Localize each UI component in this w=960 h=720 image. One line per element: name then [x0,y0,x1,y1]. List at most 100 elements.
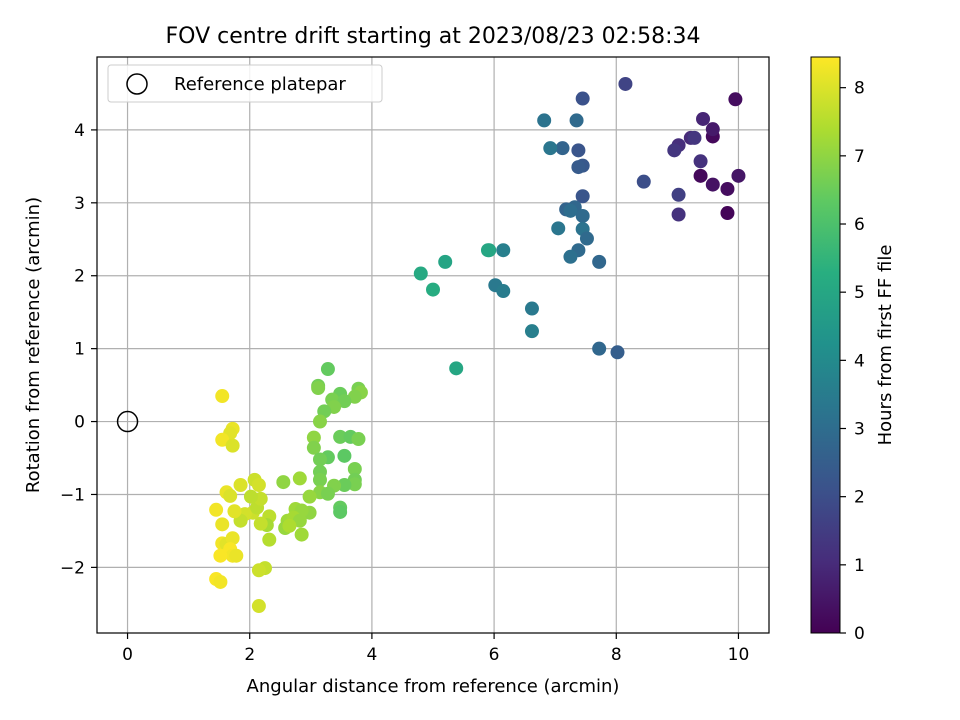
legend-reference-marker [126,73,148,95]
y-tick-label: 4 [74,121,85,141]
scatter-point [720,181,735,196]
scatter-point [426,282,440,297]
colorbar-tick-label: 1 [854,556,865,576]
scatter-point [720,206,735,221]
scatter-point [571,160,586,175]
scatter-point [253,516,268,531]
y-tick-label: −2 [60,558,85,578]
y-tick-label: 0 [74,413,85,433]
scatter-point [243,489,258,504]
y-axis-label: Rotation from reference (arcmin) [23,197,44,493]
scatter-point [524,301,539,316]
scatter-point [223,488,238,503]
scatter-point [571,143,586,158]
scatter-point [496,243,511,258]
scatter-point [636,174,651,189]
gridlines [97,57,769,633]
scatter-point [413,266,428,281]
scatter-point [302,489,317,504]
scatter-point [543,141,558,156]
colorbar [810,56,841,634]
scatter-point [438,254,453,269]
legend-entry-reference: Reference platepar [174,74,346,95]
scatter-point [551,221,566,236]
scatter-point [213,574,228,589]
y-tick-label: −1 [60,485,85,505]
scatter-point [449,361,464,376]
scatter-point [333,504,348,519]
x-tick-label: 6 [489,645,500,665]
scatter-point [347,477,362,492]
scatter-point [294,527,309,542]
legend: Reference platepar [107,64,383,103]
y-tick-label: 3 [74,194,85,214]
plot-frame [96,56,770,634]
scatter-point [555,141,570,156]
scatter-point [524,324,539,339]
y-axis-ticks: −2 −1 0 1 2 3 4 [60,121,97,578]
scatter-point [312,452,327,467]
scatter-point [480,243,495,258]
scatter-point [312,414,327,429]
scatter-point [251,599,266,614]
scatter-point [262,532,277,547]
colorbar-tick-label: 6 [854,215,865,235]
scatter-point [320,486,335,501]
scatter-point [312,472,327,487]
scatter-point [311,381,326,396]
scatter-point [347,461,362,476]
scatter-point [209,502,224,517]
scatter-point [705,122,720,137]
y-tick-label: 1 [74,340,85,360]
scatter-point [537,113,552,128]
reference-marker [116,410,139,433]
legend-box [107,64,383,103]
scatter-point [337,448,352,463]
x-tick-label: 0 [122,645,133,665]
scatter-point [671,207,686,222]
x-axis-ticks: 0 2 4 6 8 10 [122,633,749,665]
scatter-point [282,518,297,533]
x-tick-label: 8 [611,645,622,665]
scatter-point [575,208,590,223]
scatter-point [592,254,607,269]
scatter-point [320,362,335,377]
scatter-point [351,432,366,447]
scatter-point [233,477,248,492]
x-axis-label: Angular distance from reference (arcmin) [247,676,620,697]
scatter-point [575,189,590,204]
scatter-point [563,249,578,264]
scatter-point [728,92,743,107]
scatter-point [333,429,348,444]
scatter-point [579,231,594,246]
colorbar-tick-label: 8 [854,79,865,99]
y-tick-label: 2 [74,267,85,287]
scatter-point [563,203,578,218]
scatter-point [496,284,511,299]
scatter-point [671,187,686,202]
scatter-point [667,143,682,158]
scatter-point [276,475,291,490]
scatter-point [592,341,607,356]
scatter-point [731,168,746,183]
scatter-points [209,76,746,614]
scatter-point [687,130,702,145]
scatter-point [251,563,266,578]
scatter-point [227,504,242,519]
x-tick-label: 4 [366,645,377,665]
colorbar-tick-label: 5 [854,283,865,303]
scatter-point [292,471,307,486]
scatter-point [306,440,321,455]
scatter-point [696,111,711,126]
scatter-point [225,531,240,546]
scatter-point [215,389,230,404]
colorbar-tick-label: 2 [854,488,865,508]
scatter-point [225,438,240,453]
scatter-point [251,477,266,492]
colorbar-tick-label: 3 [854,420,865,440]
colorbar-tick-label: 0 [854,624,865,644]
colorbar-ticks: 0 1 2 3 4 5 6 7 8 [840,79,865,644]
scatter-point [292,513,307,528]
scatter-point [337,477,352,492]
